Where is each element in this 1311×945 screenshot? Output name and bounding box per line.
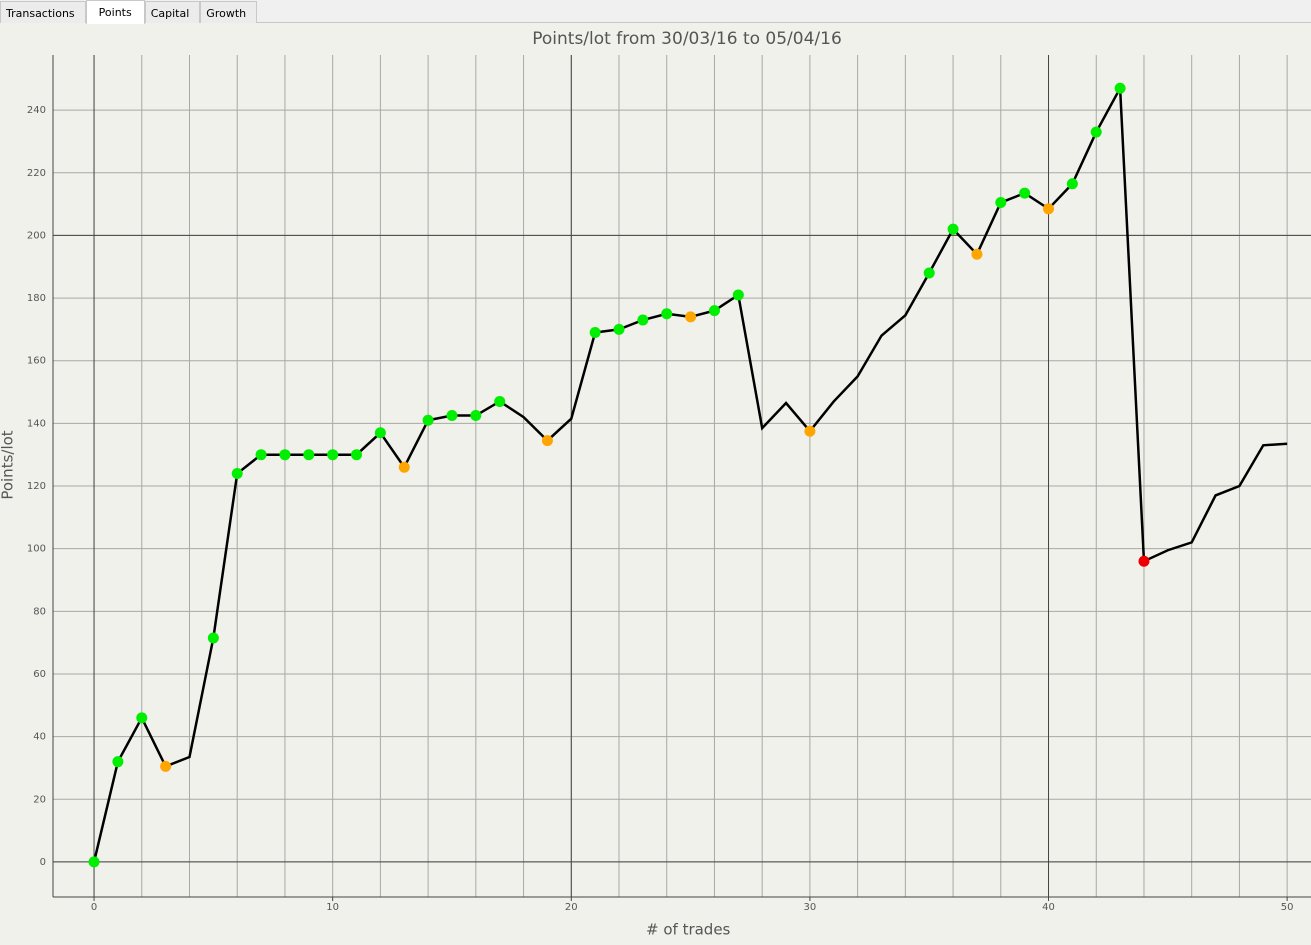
y-tick-label: 220	[27, 168, 46, 179]
x-tick-label: 50	[1281, 902, 1294, 913]
marker	[1043, 203, 1055, 215]
marker	[708, 305, 720, 317]
marker	[160, 760, 172, 772]
marker	[1019, 187, 1031, 199]
marker	[613, 323, 625, 335]
chart-title: Points/lot from 30/03/16 to 05/04/16	[532, 29, 842, 49]
y-tick-label: 160	[27, 356, 46, 367]
x-tick-label: 30	[804, 902, 817, 913]
x-tick-label: 40	[1042, 902, 1055, 913]
marker	[637, 314, 649, 326]
y-tick-label: 120	[27, 481, 46, 492]
y-tick-label: 100	[27, 544, 46, 555]
x-axis-label: # of trades	[646, 921, 731, 939]
marker	[136, 712, 148, 724]
marker	[971, 248, 983, 260]
y-tick-label: 20	[33, 794, 46, 805]
y-axis-label: Points/lot	[0, 430, 17, 499]
chart: Points/lot from 30/03/16 to 05/04/16 # o…	[0, 29, 1311, 939]
marker	[398, 461, 410, 473]
marker	[327, 449, 339, 461]
marker	[1090, 126, 1102, 138]
y-tick-label: 140	[27, 418, 46, 429]
marker	[422, 414, 434, 426]
marker	[923, 267, 935, 279]
y-tick-label: 240	[27, 105, 46, 116]
marker	[995, 197, 1007, 209]
x-tick-label: 20	[565, 902, 578, 913]
marker	[947, 223, 959, 235]
y-tick-label: 80	[33, 606, 46, 617]
tab[interactable]: Points	[85, 0, 145, 24]
marker	[351, 449, 363, 461]
marker	[494, 395, 506, 407]
y-tick-label: 0	[40, 857, 46, 868]
marker	[1114, 82, 1126, 94]
tab[interactable]: Transactions	[0, 1, 86, 23]
marker	[661, 308, 673, 320]
marker	[255, 449, 267, 461]
marker	[1138, 555, 1150, 567]
marker	[231, 467, 243, 479]
x-tick-label: 0	[91, 902, 97, 913]
marker	[446, 410, 458, 422]
marker	[1066, 178, 1078, 190]
y-tick-label: 200	[27, 230, 46, 241]
marker	[470, 410, 482, 422]
marker	[88, 856, 100, 868]
marker	[589, 327, 601, 339]
marker	[207, 632, 219, 644]
y-tick-label: 180	[27, 293, 46, 304]
marker	[303, 449, 315, 461]
tab[interactable]: Growth	[200, 1, 258, 23]
x-tick-label: 10	[326, 902, 339, 913]
marker	[685, 311, 697, 323]
marker	[732, 289, 744, 301]
marker	[374, 427, 386, 439]
marker	[541, 435, 553, 447]
marker	[279, 449, 291, 461]
y-tick-label: 60	[33, 669, 46, 680]
marker	[804, 425, 816, 437]
tab[interactable]: Capital	[144, 1, 201, 23]
marker	[112, 756, 124, 768]
tab-bar: Transactions Points Capital Growth	[0, 0, 1311, 24]
y-tick-label: 40	[33, 732, 46, 743]
line	[92, 83, 1288, 863]
